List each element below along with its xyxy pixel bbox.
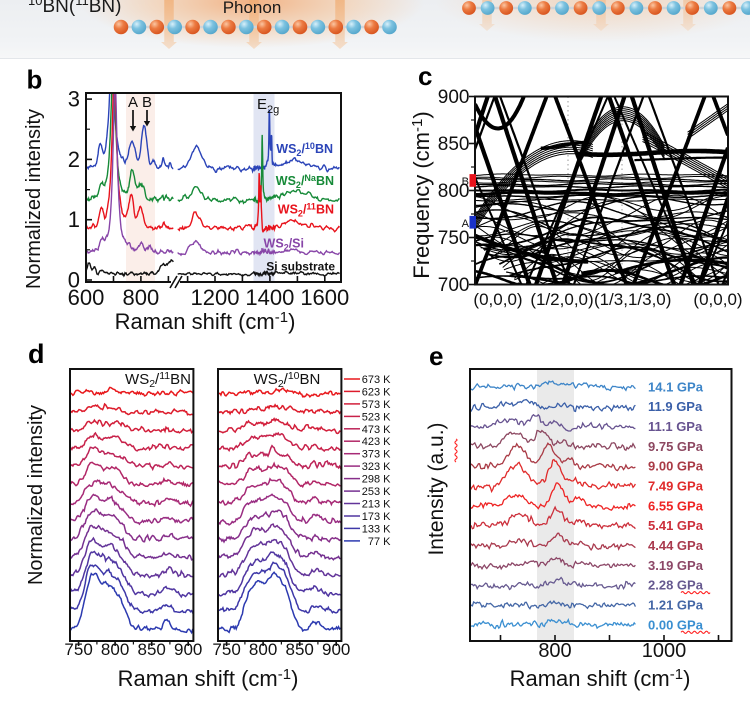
svg-text:900: 900 (438, 87, 470, 108)
svg-text:750: 750 (64, 640, 92, 659)
svg-text:10BN(11BN): 10BN(11BN) (28, 0, 121, 17)
svg-text:750: 750 (212, 640, 240, 659)
svg-text:850: 850 (286, 640, 314, 659)
svg-text:1600: 1600 (300, 285, 349, 310)
svg-text:Intensity (a.u.): Intensity (a.u.) (425, 422, 448, 555)
svg-text:700: 700 (438, 275, 470, 296)
svg-text:A: A (462, 218, 470, 230)
svg-text:600: 600 (68, 285, 105, 310)
svg-text:900: 900 (174, 640, 202, 659)
svg-text:800: 800 (123, 285, 160, 310)
svg-text:(0,0,0): (0,0,0) (693, 290, 742, 309)
svg-text:B: B (142, 94, 152, 111)
svg-text:673 K: 673 K (362, 374, 391, 386)
svg-text:Normalized intensity: Normalized intensity (25, 405, 47, 585)
svg-text:Si substrate: Si substrate (266, 260, 335, 274)
svg-text:800: 800 (438, 181, 470, 202)
svg-text:B: B (462, 176, 469, 188)
svg-text:Normalized intensity: Normalized intensity (23, 109, 45, 289)
svg-text:0.00 GPa: 0.00 GPa (648, 617, 704, 632)
svg-text:14.1 GPa: 14.1 GPa (648, 379, 704, 394)
svg-text:213 K: 213 K (362, 499, 391, 511)
svg-text:Phonon: Phonon (223, 0, 282, 17)
svg-text:Frequency (cm-1): Frequency (cm-1) (409, 111, 434, 278)
svg-text:7.49 GPa: 7.49 GPa (648, 479, 704, 494)
svg-text:323 K: 323 K (362, 461, 391, 473)
svg-text:850: 850 (138, 640, 166, 659)
svg-text:573 K: 573 K (362, 399, 391, 411)
svg-text:1400: 1400 (245, 285, 294, 310)
svg-text:4.44 GPa: 4.44 GPa (648, 538, 704, 553)
svg-text:900: 900 (322, 640, 350, 659)
svg-text:523 K: 523 K (362, 411, 391, 423)
svg-text:WS2/10BN: WS2/10BN (276, 141, 333, 158)
svg-text:9.00 GPa: 9.00 GPa (648, 459, 704, 474)
svg-text:(1/2,0,0): (1/2,0,0) (530, 290, 593, 309)
svg-text:WS2/Si: WS2/Si (264, 237, 304, 253)
svg-text:373 K: 373 K (362, 449, 391, 461)
svg-text:WS2/10BN: WS2/10BN (254, 370, 321, 390)
svg-text:1.21 GPa: 1.21 GPa (648, 598, 704, 613)
svg-text:1: 1 (68, 207, 80, 232)
svg-text:423 K: 423 K (362, 436, 391, 448)
svg-text:750: 750 (438, 228, 470, 249)
svg-text:77 K: 77 K (368, 536, 391, 548)
svg-text:800: 800 (101, 640, 129, 659)
svg-text:A: A (128, 94, 138, 111)
svg-text:2.28 GPa: 2.28 GPa (648, 578, 704, 593)
svg-text:WS2/11BN: WS2/11BN (125, 370, 191, 390)
svg-text:11.1 GPa: 11.1 GPa (648, 419, 703, 434)
svg-text:473 K: 473 K (362, 424, 391, 436)
svg-text:Raman shift (cm-1): Raman shift (cm-1) (118, 666, 299, 691)
svg-text:b: b (27, 65, 43, 95)
svg-text:6.55 GPa: 6.55 GPa (648, 498, 704, 513)
svg-text:800: 800 (249, 640, 277, 659)
svg-text:Raman shift (cm-1): Raman shift (cm-1) (510, 666, 691, 691)
svg-text:Raman shift (cm-1): Raman shift (cm-1) (115, 309, 296, 334)
svg-text:11.9 GPa: 11.9 GPa (648, 399, 703, 414)
svg-text:WS2/11BN: WS2/11BN (278, 202, 334, 219)
svg-text:173 K: 173 K (362, 511, 391, 523)
svg-text:WS2/NaBN: WS2/NaBN (276, 173, 334, 190)
svg-text:800: 800 (538, 640, 571, 662)
svg-text:(1/3,1/3,0): (1/3,1/3,0) (594, 290, 672, 309)
svg-text:3.19 GPa: 3.19 GPa (648, 558, 704, 573)
svg-text:9.75 GPa: 9.75 GPa (648, 439, 704, 454)
svg-text:d: d (28, 339, 45, 369)
svg-text:5.41 GPa: 5.41 GPa (648, 518, 704, 533)
svg-text:298 K: 298 K (362, 474, 391, 486)
svg-text:850: 850 (438, 134, 470, 155)
svg-text:623 K: 623 K (362, 386, 391, 398)
svg-text:2: 2 (68, 147, 80, 172)
svg-text:(0,0,0): (0,0,0) (473, 290, 522, 309)
svg-text:e: e (429, 341, 443, 371)
svg-text:133 K: 133 K (362, 523, 391, 535)
svg-text:1000: 1000 (642, 640, 687, 662)
svg-text:253 K: 253 K (362, 486, 391, 498)
svg-text:c: c (418, 61, 432, 91)
svg-text:1200: 1200 (191, 285, 240, 310)
svg-text:3: 3 (68, 87, 80, 112)
svg-text:0: 0 (68, 268, 80, 293)
